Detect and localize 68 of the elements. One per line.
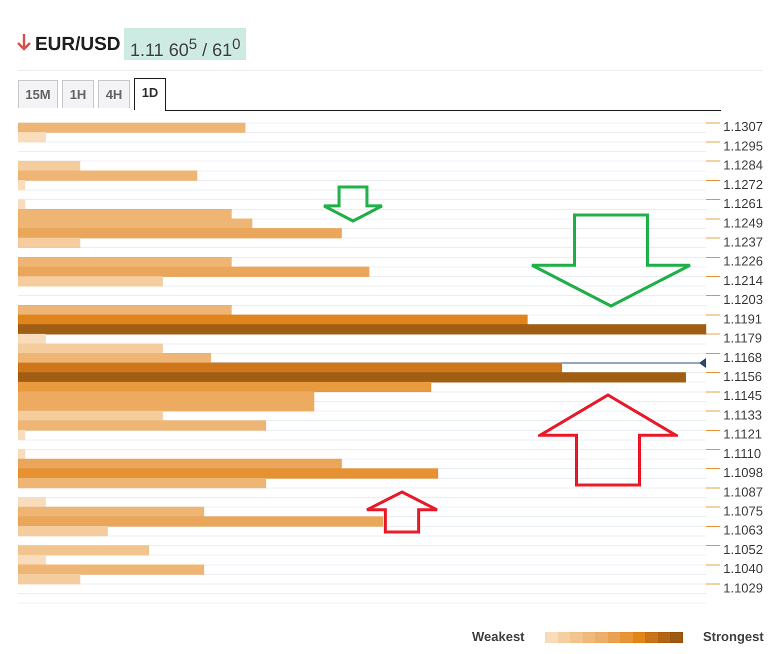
bar	[18, 468, 438, 479]
y-tick-label: 1.1133	[723, 407, 762, 422]
y-tick-label: 1.1226	[723, 254, 764, 269]
bar	[18, 305, 232, 316]
bar	[18, 334, 46, 344]
bar	[18, 497, 46, 508]
bar	[18, 420, 266, 431]
text: Weakest	[472, 629, 525, 644]
bar	[18, 199, 26, 210]
y-tick-label: 1.1214	[723, 272, 764, 288]
bar	[18, 478, 266, 488]
bar	[18, 526, 108, 536]
y-tick-label: 1.1040	[723, 561, 764, 576]
bar	[18, 564, 204, 575]
bar	[18, 545, 150, 556]
text: 1D	[134, 78, 166, 110]
y-tick-label: 1.1261	[723, 196, 764, 212]
bar	[18, 430, 26, 440]
text: Strongest	[703, 629, 764, 644]
bar	[18, 228, 342, 238]
chart-subtitle: 1.11 60$^{5}$ / 61$^{0}$	[124, 28, 246, 60]
bar	[18, 160, 80, 172]
bar	[18, 516, 384, 527]
text: 15M	[18, 80, 58, 108]
y-tick-label: 1.1156	[723, 368, 762, 384]
y-tick-label: 1.1145	[723, 388, 762, 404]
y-tick-label: 1.1052	[723, 542, 764, 557]
bar	[18, 170, 198, 181]
y-tick-label: 1.1237	[723, 234, 764, 250]
y-tick-label: 1.1203	[723, 292, 764, 308]
bar	[18, 554, 46, 566]
bar	[18, 382, 432, 392]
bar	[18, 314, 528, 325]
bar	[18, 132, 46, 142]
y-tick-label: 1.1179	[723, 330, 762, 346]
bar	[18, 276, 163, 286]
text: 4H	[98, 80, 130, 108]
y-tick-label: 1.1284	[723, 158, 764, 173]
chart-title: EUR/USD	[35, 34, 121, 56]
y-tick-label: 1.1110	[723, 446, 762, 461]
y-tick-label: 1.1272	[723, 176, 764, 192]
y-tick-label: 1.1075	[723, 504, 764, 518]
y-tick-label: 1.1168	[723, 350, 762, 365]
bar	[18, 449, 26, 460]
bar	[18, 256, 232, 268]
bar	[18, 353, 212, 364]
bar	[18, 324, 706, 335]
y-tick-label: 1.1121	[723, 426, 762, 442]
y-tick-label: 1.1191	[723, 311, 762, 326]
y-tick-label: 1.1249	[723, 215, 764, 230]
y-tick-label: 1.1295	[723, 138, 764, 154]
bar	[18, 410, 163, 421]
bar	[18, 238, 80, 248]
y-tick-label: 1.1307	[723, 119, 764, 134]
bar	[18, 266, 370, 277]
bar	[18, 180, 26, 190]
y-tick-label: 1.1063	[723, 522, 764, 538]
y-tick-label: 1.1029	[723, 580, 764, 596]
bar	[18, 362, 562, 373]
y-tick-label: 1.1087	[723, 484, 764, 500]
bar	[18, 458, 342, 470]
bar	[18, 343, 163, 354]
bar	[18, 122, 246, 133]
y-tick-label: 1.1098	[723, 465, 764, 480]
bar	[18, 372, 686, 383]
bar	[18, 506, 204, 518]
text: 1H	[62, 80, 94, 108]
bar	[18, 574, 80, 584]
